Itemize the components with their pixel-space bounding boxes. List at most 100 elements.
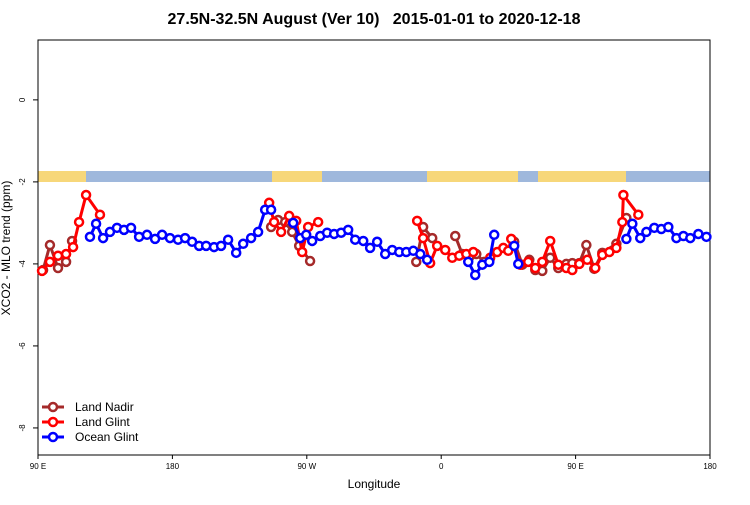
data-point — [73, 216, 85, 228]
legend-label: Land Nadir — [75, 400, 134, 414]
data-point — [431, 240, 443, 252]
y-tick-label: -6 — [18, 342, 27, 350]
y-tick-label: -2 — [18, 178, 27, 186]
data-point — [252, 226, 264, 238]
data-point — [215, 240, 227, 252]
data-point — [200, 240, 212, 252]
data-point — [164, 232, 176, 244]
data-point — [439, 244, 451, 256]
data-point — [342, 224, 354, 236]
data-point — [685, 232, 696, 244]
data-point — [84, 231, 96, 243]
data-point — [426, 232, 438, 244]
data-point — [641, 226, 652, 238]
x-axis-label: Longitude — [348, 477, 401, 491]
data-point — [44, 239, 56, 251]
data-point — [357, 235, 369, 247]
data-point — [635, 232, 646, 244]
y-tick-label: -8 — [18, 424, 27, 432]
data-point — [141, 229, 153, 241]
legend-marker — [47, 431, 59, 443]
x-tick-label: 90 E — [567, 462, 583, 471]
data-point — [268, 216, 280, 228]
data-point — [306, 235, 318, 247]
data-point — [508, 240, 520, 252]
data-point — [349, 234, 361, 245]
data-point — [97, 232, 109, 244]
data-point — [581, 239, 592, 251]
data-point — [287, 217, 299, 229]
data-point — [36, 265, 48, 277]
land-band — [538, 171, 626, 182]
x-tick-label: 180 — [166, 462, 180, 471]
data-point — [421, 254, 433, 266]
data-point — [553, 259, 564, 270]
data-point — [304, 255, 316, 267]
data-point — [80, 189, 92, 201]
data-point — [411, 215, 423, 227]
data-point — [530, 262, 541, 274]
data-point — [364, 242, 376, 254]
data-point — [275, 226, 287, 238]
land-ocean-strip — [38, 171, 710, 182]
data-point — [468, 246, 479, 258]
y-tick-label: 0 — [18, 97, 27, 102]
data-point — [415, 248, 426, 260]
data-point — [513, 258, 524, 270]
plot-frame — [37, 39, 711, 456]
legend-label: Land Glint — [75, 415, 130, 429]
data-point — [90, 218, 102, 229]
data-point — [44, 256, 56, 268]
data-point — [484, 256, 495, 268]
land-band — [427, 171, 518, 182]
data-point — [417, 232, 429, 244]
data-point — [544, 235, 556, 247]
data-point — [125, 222, 137, 234]
data-point — [296, 246, 308, 258]
data-point — [693, 228, 704, 240]
land-band — [38, 171, 86, 182]
data-point — [94, 209, 106, 220]
data-point — [60, 248, 72, 260]
x-tick-label: 90 E — [30, 462, 46, 471]
data-point — [701, 231, 712, 243]
data-point — [265, 204, 277, 216]
data-point — [469, 269, 481, 281]
chart-title: 27.5N-32.5N August (Ver 10) 2015-01-01 t… — [168, 11, 581, 28]
data-point — [590, 262, 601, 274]
x-tick-label: 0 — [439, 462, 444, 471]
legend-marker — [47, 416, 59, 428]
data-point — [617, 216, 628, 228]
land-band — [272, 171, 322, 182]
data-point — [627, 218, 638, 229]
data-point — [67, 241, 79, 253]
data-point — [581, 254, 593, 266]
y-axis-label: XCO2 - MLO trend (ppm) — [0, 181, 13, 316]
data-point — [222, 234, 234, 245]
data-point — [411, 256, 422, 268]
data-point — [574, 258, 585, 270]
x-tick-label: 180 — [703, 462, 717, 471]
data-point — [621, 233, 632, 245]
data-point — [230, 247, 242, 259]
legend-marker — [47, 401, 59, 413]
data-point — [245, 232, 257, 244]
data-point — [618, 189, 629, 201]
data-point — [488, 229, 500, 241]
data-point — [371, 236, 383, 248]
data-point — [300, 229, 312, 241]
data-point — [312, 216, 324, 228]
x-tick-label: 90 W — [297, 462, 316, 471]
data-point — [567, 264, 578, 276]
data-point — [633, 209, 644, 220]
data-point — [462, 256, 474, 268]
data-point — [663, 221, 674, 233]
data-point — [52, 250, 64, 261]
legend-label: Ocean Glint — [75, 430, 139, 444]
data-point — [537, 256, 548, 268]
data-point — [449, 230, 461, 242]
data-point — [523, 256, 534, 268]
ocean-band — [38, 171, 710, 182]
y-tick-label: -4 — [18, 260, 27, 268]
